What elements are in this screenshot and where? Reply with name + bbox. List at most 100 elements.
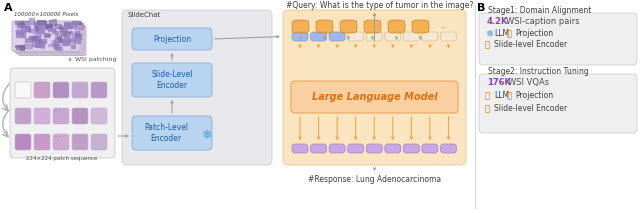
Bar xyxy=(22,31,25,37)
Bar xyxy=(26,38,31,42)
Text: Projection: Projection xyxy=(153,35,191,43)
Text: Slide-level Encoder: Slide-level Encoder xyxy=(494,104,567,113)
Text: Slide-level Encoder: Slide-level Encoder xyxy=(494,40,567,49)
Text: A: A xyxy=(4,3,13,13)
Bar xyxy=(40,26,49,28)
FancyBboxPatch shape xyxy=(53,82,69,98)
Text: WSI patching: WSI patching xyxy=(75,58,116,62)
Text: #Response: Lung Adenocarcinoma: #Response: Lung Adenocarcinoma xyxy=(308,175,441,184)
Bar xyxy=(34,33,41,36)
Bar xyxy=(32,36,40,40)
FancyBboxPatch shape xyxy=(316,20,333,33)
Text: LLM: LLM xyxy=(494,91,509,100)
FancyBboxPatch shape xyxy=(366,144,382,153)
Text: Projection: Projection xyxy=(515,91,553,100)
Text: 224×224 patch sequence: 224×224 patch sequence xyxy=(26,156,98,161)
Bar xyxy=(59,38,62,42)
Text: 🔥: 🔥 xyxy=(507,91,512,100)
Bar xyxy=(52,29,56,33)
FancyBboxPatch shape xyxy=(440,32,456,41)
Bar xyxy=(74,40,79,43)
Text: ...: ... xyxy=(53,104,61,113)
FancyBboxPatch shape xyxy=(72,108,88,124)
Text: 4.2K: 4.2K xyxy=(487,17,508,26)
FancyBboxPatch shape xyxy=(15,134,31,150)
Bar xyxy=(60,31,67,35)
FancyBboxPatch shape xyxy=(385,144,401,153)
Bar xyxy=(41,42,44,48)
FancyBboxPatch shape xyxy=(403,144,419,153)
Bar xyxy=(54,42,58,48)
Bar xyxy=(16,31,22,33)
Text: 🔥: 🔥 xyxy=(485,91,490,100)
Bar xyxy=(52,19,56,23)
Bar xyxy=(64,23,72,28)
Text: Stage2: Instruction Tuning: Stage2: Instruction Tuning xyxy=(488,67,589,76)
Bar xyxy=(29,18,35,24)
Bar xyxy=(17,23,24,27)
Bar xyxy=(16,46,24,49)
Bar xyxy=(36,27,39,30)
Bar xyxy=(29,29,36,32)
Bar xyxy=(63,40,68,45)
Bar xyxy=(55,37,61,42)
Bar xyxy=(20,45,24,49)
FancyBboxPatch shape xyxy=(348,144,364,153)
FancyBboxPatch shape xyxy=(53,108,69,124)
FancyBboxPatch shape xyxy=(34,108,50,124)
Bar xyxy=(15,21,23,24)
Text: Stage1: Domain Alignment: Stage1: Domain Alignment xyxy=(488,6,591,15)
FancyBboxPatch shape xyxy=(329,144,345,153)
FancyBboxPatch shape xyxy=(366,32,382,41)
FancyBboxPatch shape xyxy=(310,144,326,153)
Bar xyxy=(63,32,70,36)
FancyBboxPatch shape xyxy=(91,134,107,150)
Bar xyxy=(47,44,56,46)
Bar xyxy=(72,33,81,38)
FancyBboxPatch shape xyxy=(122,10,272,165)
Bar xyxy=(72,22,77,27)
Bar xyxy=(45,24,52,27)
Bar xyxy=(16,34,22,37)
FancyBboxPatch shape xyxy=(310,32,326,41)
Text: 🔥: 🔥 xyxy=(485,104,490,113)
FancyBboxPatch shape xyxy=(14,23,82,52)
FancyBboxPatch shape xyxy=(292,20,309,33)
Bar xyxy=(45,34,50,36)
FancyBboxPatch shape xyxy=(91,108,107,124)
Bar xyxy=(15,45,22,47)
Bar xyxy=(71,45,76,48)
Bar xyxy=(34,22,37,27)
Bar xyxy=(64,23,69,26)
Bar xyxy=(52,43,57,46)
FancyBboxPatch shape xyxy=(388,20,405,33)
Bar xyxy=(40,41,44,44)
Bar xyxy=(66,39,70,41)
Bar xyxy=(56,47,62,50)
FancyBboxPatch shape xyxy=(18,26,86,56)
Bar xyxy=(36,25,44,30)
Bar xyxy=(16,29,21,33)
Bar xyxy=(29,36,37,39)
Bar xyxy=(74,23,83,29)
Bar xyxy=(68,23,72,28)
Bar xyxy=(45,24,52,29)
FancyBboxPatch shape xyxy=(329,32,345,41)
Bar xyxy=(55,31,58,35)
Bar xyxy=(38,39,46,43)
FancyBboxPatch shape xyxy=(422,32,438,41)
FancyBboxPatch shape xyxy=(412,20,429,33)
FancyBboxPatch shape xyxy=(291,81,458,113)
FancyBboxPatch shape xyxy=(132,116,212,150)
Text: Patch-Level
Encoder: Patch-Level Encoder xyxy=(144,123,188,143)
Text: 100000×100000 Pixels: 100000×100000 Pixels xyxy=(14,12,78,17)
FancyBboxPatch shape xyxy=(340,20,357,33)
Text: Projection: Projection xyxy=(515,29,553,38)
FancyBboxPatch shape xyxy=(16,24,84,54)
Bar xyxy=(34,25,41,30)
Text: B: B xyxy=(477,3,485,13)
Bar xyxy=(32,40,40,46)
Text: Large Language Model: Large Language Model xyxy=(312,92,437,102)
FancyBboxPatch shape xyxy=(34,82,50,98)
FancyBboxPatch shape xyxy=(15,82,31,98)
